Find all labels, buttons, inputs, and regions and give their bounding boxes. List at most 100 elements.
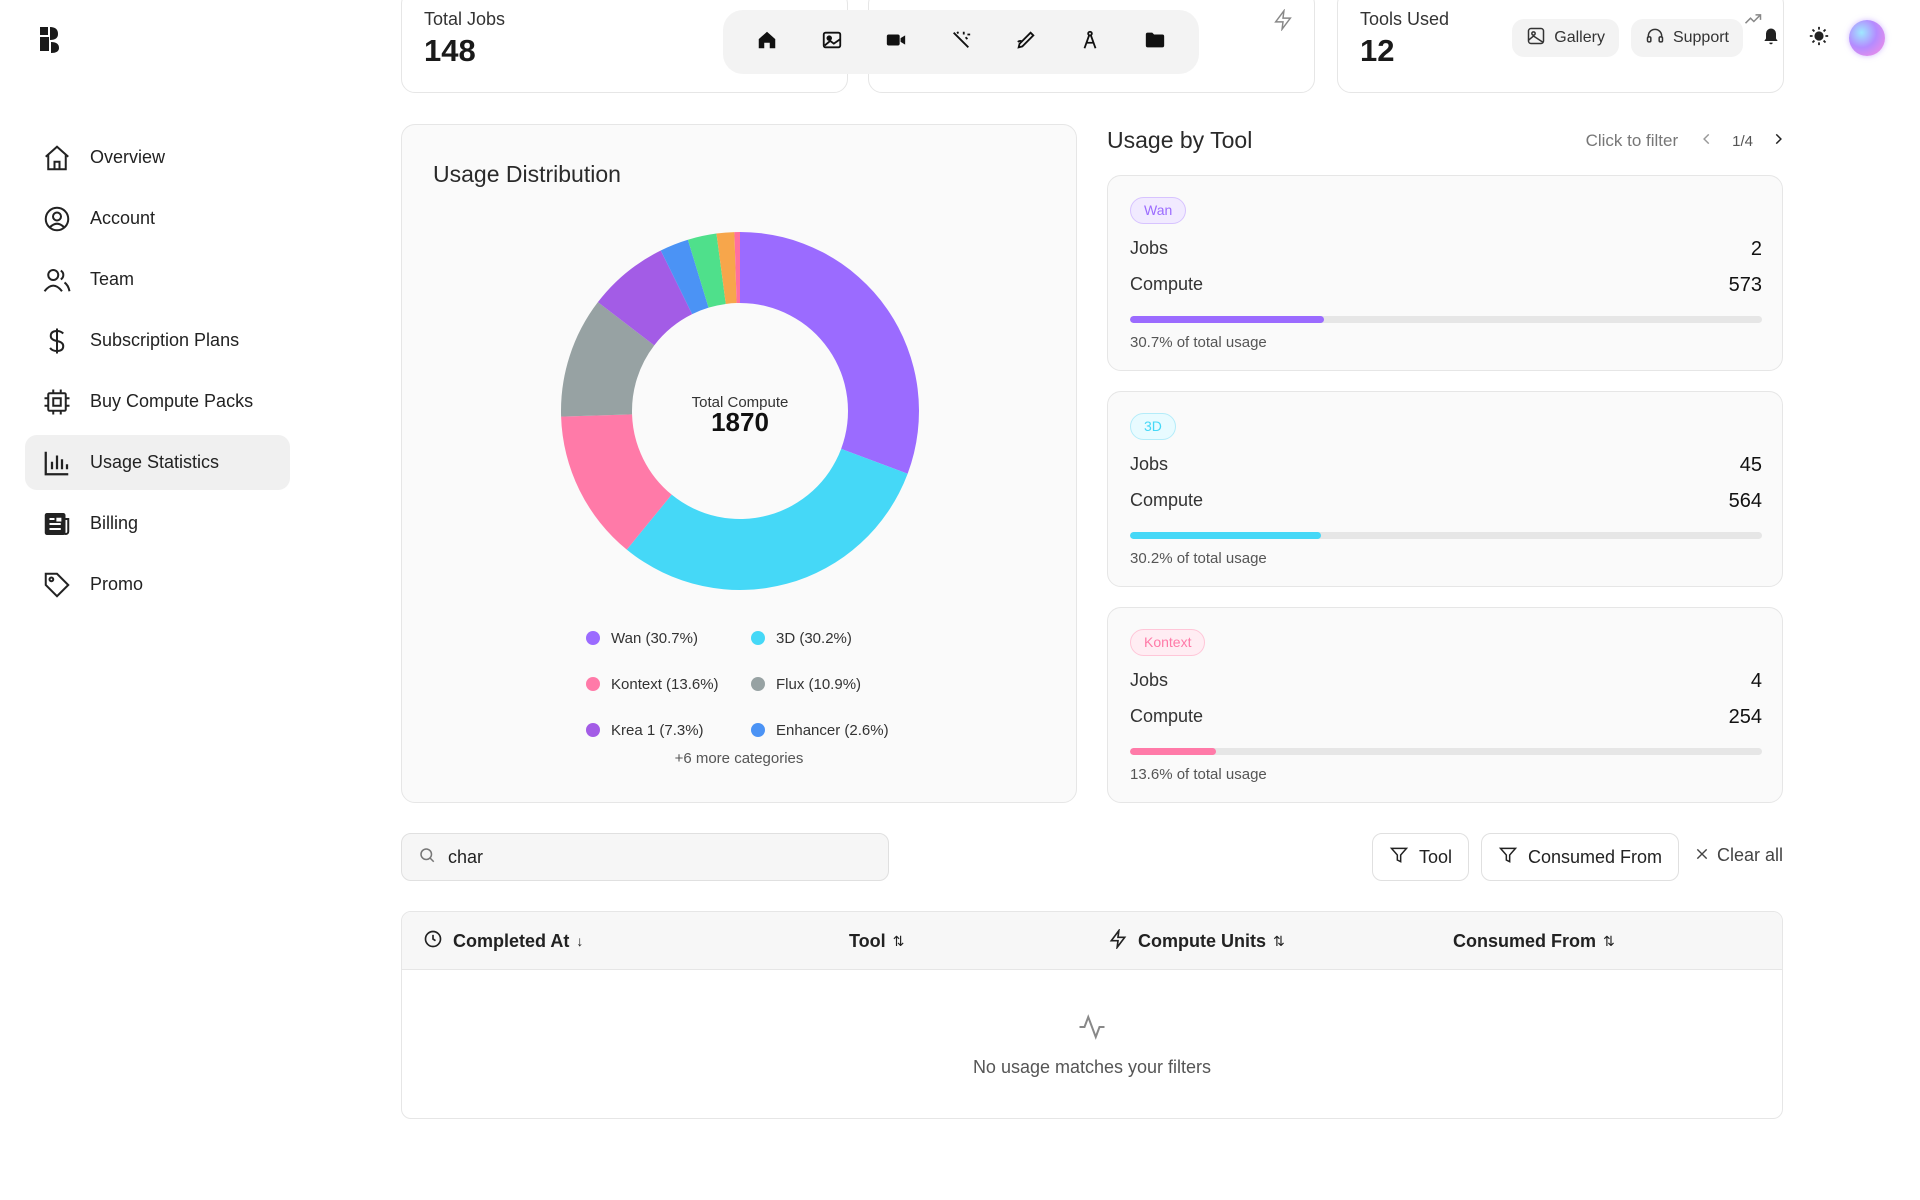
sidebar-item-usage-statistics[interactable]: Usage Statistics [25, 435, 290, 490]
legend-item[interactable]: Kontext (13.6%) [586, 676, 751, 693]
column-label: Completed At [453, 930, 570, 951]
home-icon [41, 142, 73, 174]
legend-dot [586, 677, 600, 691]
consumed-from-filter-label: Consumed From [1528, 846, 1663, 867]
toolbar-home-button[interactable] [735, 19, 800, 65]
avatar[interactable] [1849, 20, 1885, 56]
donut-slice-kontext[interactable] [561, 414, 672, 550]
app-logo[interactable] [38, 25, 62, 53]
tool-card-3d[interactable]: 3D Jobs 45 Compute 564 30.2% of total usag… [1107, 391, 1783, 587]
legend-item[interactable]: Krea 1 (7.3%) [586, 722, 751, 739]
legend-item[interactable]: Wan (30.7%) [586, 630, 751, 647]
sort-icon: ⇅ [1603, 932, 1615, 949]
lightning-icon [1272, 8, 1294, 36]
legend-label: 3D (30.2%) [776, 629, 852, 647]
column-label: Tool [849, 930, 886, 951]
chevron-right-icon[interactable] [1771, 131, 1785, 151]
donut-slice-enhancer[interactable] [660, 239, 709, 315]
clear-all-label: Clear all [1716, 845, 1783, 865]
usage-percent-label: 30.2% of total usage [1130, 550, 1267, 567]
chevron-left-icon[interactable] [1700, 131, 1714, 151]
usage-by-tool-title: Usage by Tool [1107, 127, 1253, 153]
tool-filter-button[interactable]: Tool [1372, 833, 1470, 881]
lightning-icon [1108, 927, 1138, 954]
empty-state: No usage matches your filters [402, 1012, 1782, 1078]
support-button[interactable]: Support [1630, 19, 1743, 57]
legend-item[interactable]: 3D (30.2%) [751, 630, 916, 647]
chip-icon [41, 386, 73, 418]
donut-slice-other-8[interactable] [734, 232, 740, 304]
donut-slice-krea-1[interactable] [597, 250, 693, 346]
donut-center-value: 1870 [711, 407, 769, 437]
gallery-label: Gallery [1554, 29, 1605, 46]
sun-icon [1808, 25, 1830, 52]
compute-value: 564 [1728, 490, 1762, 512]
donut-slice-other-6[interactable] [687, 233, 726, 308]
sidebar-item-team[interactable]: Team [25, 252, 290, 307]
legend-dot [586, 723, 600, 737]
tool-card-wan[interactable]: Wan Jobs 2 Compute 573 30.7% of total usag… [1107, 175, 1783, 371]
compass-icon [1079, 29, 1101, 56]
home-icon [756, 29, 778, 56]
sidebar-item-label: Billing [90, 513, 139, 533]
magic-wand-icon [950, 29, 972, 56]
column-completed-at[interactable]: Completed At ↓ [423, 912, 583, 970]
sidebar-item-buy-compute-packs[interactable]: Buy Compute Packs [25, 374, 290, 429]
sidebar-item-billing[interactable]: Billing [25, 496, 290, 551]
sidebar-item-promo[interactable]: Promo [25, 557, 290, 612]
toolbar-image-button[interactable] [800, 19, 865, 65]
clear-all-button[interactable]: Clear all [1695, 845, 1783, 866]
sidebar: Overview Account Team Subscription Plans… [25, 130, 290, 618]
stat-title: Total Jobs [424, 9, 506, 29]
toolbar-design-button[interactable] [1058, 19, 1123, 65]
donut-slice-other-7[interactable] [716, 232, 737, 304]
folder-icon [1144, 29, 1166, 56]
usage-by-tool-pager: Click to filter 1/4 [1586, 131, 1785, 151]
column-consumed-from[interactable]: Consumed From ⇅ [1453, 912, 1615, 970]
more-categories-link[interactable]: +6 more categories [674, 750, 804, 767]
donut-slice-wan[interactable] [740, 232, 919, 474]
column-compute-units[interactable]: Compute Units ⇅ [1108, 912, 1285, 970]
toolbar-video-button[interactable] [864, 19, 929, 65]
usage-progress-bar [1130, 532, 1762, 539]
legend-item[interactable]: Enhancer (2.6%) [751, 722, 916, 739]
jobs-label: Jobs [1130, 454, 1169, 474]
tool-badge: Wan [1130, 197, 1187, 224]
search-box [401, 833, 889, 881]
sort-icon: ⇅ [892, 932, 905, 949]
donut-slice-flux[interactable] [561, 302, 655, 417]
donut-center-label: Total Compute [692, 394, 789, 411]
headset-icon [1645, 26, 1673, 51]
toolbar-folder-button[interactable] [1122, 19, 1187, 65]
consumed-from-filter-button[interactable]: Consumed From [1481, 833, 1680, 881]
usage-donut-chart: Total Compute 1870 [561, 232, 919, 590]
search-input[interactable] [448, 846, 848, 868]
gallery-button[interactable]: Gallery [1512, 19, 1619, 57]
bar-chart-icon [41, 447, 73, 479]
legend-label: Flux (10.9%) [776, 675, 862, 693]
toolbar-edit-button[interactable] [993, 19, 1058, 65]
usage-percent-label: 13.6% of total usage [1130, 766, 1267, 783]
sidebar-item-label: Usage Statistics [90, 452, 220, 472]
tag-icon [41, 569, 73, 601]
compute-value: 573 [1728, 274, 1762, 296]
jobs-label: Jobs [1130, 670, 1169, 690]
toolbar-enhance-button[interactable] [929, 19, 994, 65]
sidebar-item-subscription-plans[interactable]: Subscription Plans [25, 313, 290, 368]
column-tool[interactable]: Tool ⇅ [849, 912, 904, 970]
sidebar-item-label: Account [90, 208, 156, 228]
video-icon [885, 29, 907, 56]
tool-badge: 3D [1130, 413, 1176, 440]
sort-icon: ⇅ [1273, 932, 1285, 949]
sidebar-item-account[interactable]: Account [25, 191, 290, 246]
notifications-button[interactable] [1751, 18, 1791, 58]
close-icon [1695, 845, 1717, 866]
theme-toggle-button[interactable] [1799, 18, 1839, 58]
legend-item[interactable]: Flux (10.9%) [751, 676, 916, 693]
usage-progress-bar [1130, 748, 1762, 755]
jobs-label: Jobs [1130, 238, 1169, 258]
sidebar-item-overview[interactable]: Overview [25, 130, 290, 185]
tool-card-kontext[interactable]: Kontext Jobs 4 Compute 254 13.6% of total … [1107, 607, 1783, 803]
donut-slice-3d[interactable] [626, 448, 908, 590]
gallery-icon [1526, 26, 1554, 51]
